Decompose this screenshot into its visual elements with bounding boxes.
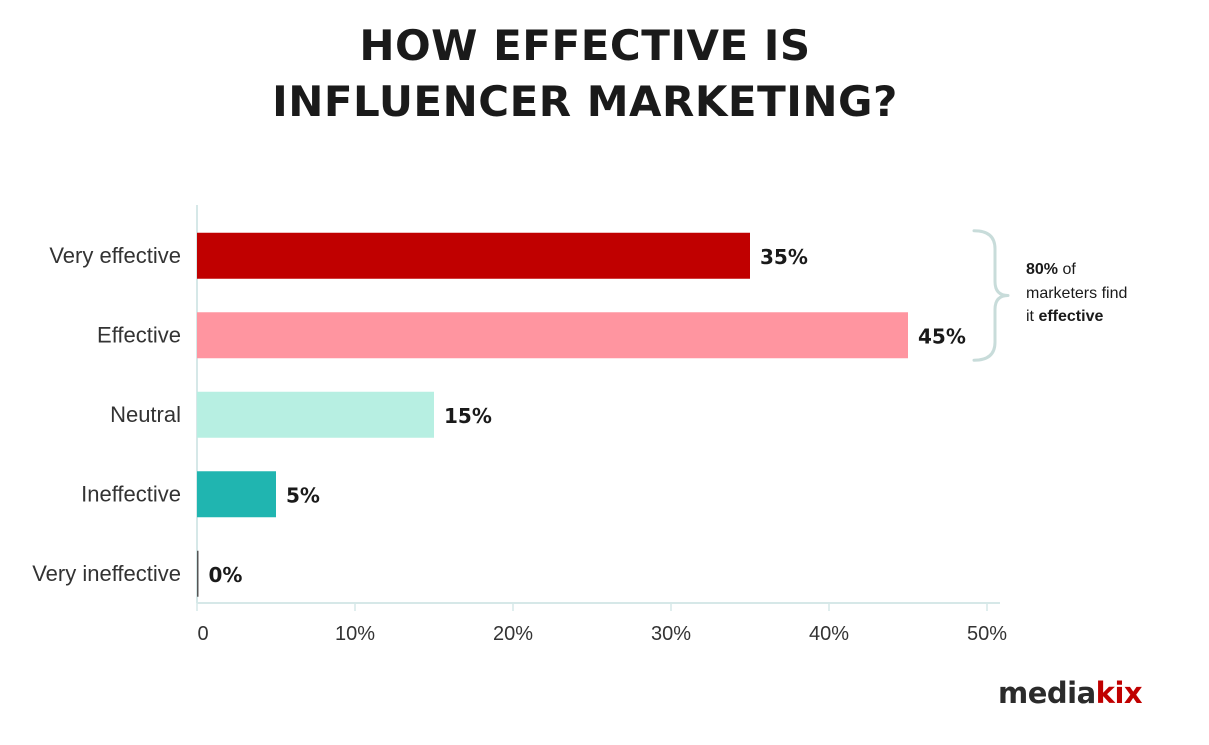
category-label: Neutral	[110, 402, 181, 427]
callout-lead: 80%	[1026, 261, 1059, 278]
annotation-bracket	[972, 229, 1010, 362]
value-label: 5%	[286, 483, 320, 507]
chart-title: HOW EFFECTIVE IS INFLUENCER MARKETING?	[0, 18, 1170, 130]
title-line-2: INFLUENCER MARKETING?	[272, 77, 898, 126]
callout-annotation: 80% of marketers find it effective	[1026, 258, 1136, 329]
bar	[197, 391, 434, 438]
logo-media: media	[998, 676, 1096, 710]
category-label: Very effective	[49, 243, 181, 268]
category-label: Ineffective	[81, 481, 181, 506]
category-label: Effective	[97, 322, 181, 347]
value-label: 45%	[918, 324, 966, 348]
value-label: 35%	[760, 245, 808, 269]
bar	[197, 550, 199, 597]
value-label: 0%	[209, 563, 243, 587]
bar	[197, 232, 750, 279]
title-line-1: HOW EFFECTIVE IS	[359, 21, 811, 70]
x-tick-label: 10%	[335, 623, 375, 645]
x-tick-label: 50%	[967, 623, 1007, 645]
bar	[197, 471, 276, 518]
mediakix-logo: mediakix	[998, 676, 1143, 710]
value-label: 15%	[444, 404, 492, 428]
callout-emphasis: effective	[1038, 308, 1104, 325]
x-tick-label: 0	[197, 623, 208, 645]
x-tick-label: 20%	[493, 623, 533, 645]
category-label: Very ineffective	[32, 561, 181, 586]
bar	[197, 312, 908, 359]
x-tick-label: 30%	[651, 623, 691, 645]
logo-kix: kix	[1095, 676, 1143, 710]
x-tick-label: 40%	[809, 623, 849, 645]
callout-middle: of marketers find it	[1026, 261, 1128, 325]
